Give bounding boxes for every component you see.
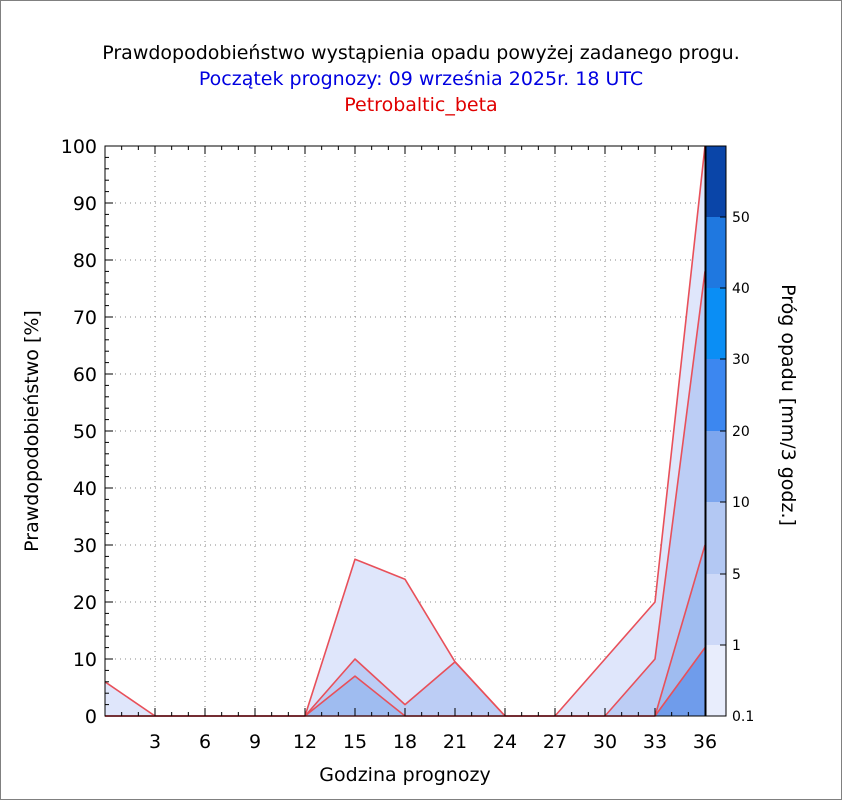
colorbar-segment: [706, 288, 726, 359]
colorbar: 0.1 1 5 10 20 30 40 50: [705, 145, 754, 725]
x-tick-label: 27: [543, 731, 567, 753]
x-tick-label: 12: [293, 731, 317, 753]
x-axis-title: Godzina prognozy: [319, 764, 490, 786]
y-tick-label: 80: [73, 250, 97, 272]
x-tick-label: 18: [393, 731, 417, 753]
colorbar-label: 5: [732, 567, 741, 583]
x-tick-label: 3: [149, 731, 161, 753]
forecast-start-subtitle: Początek prognozy: 09 września 2025r. 18…: [198, 68, 644, 90]
colorbar-label: 10: [732, 495, 750, 511]
colorbar-label: 50: [732, 210, 750, 226]
chart-title: Prawdopodobieństwo wystąpienia opadu pow…: [102, 42, 740, 64]
model-subtitle: Petrobaltic_beta: [344, 94, 498, 116]
y-tick-label: 30: [73, 535, 97, 557]
x-tick-label: 21: [443, 731, 467, 753]
colorbar-segment: [706, 645, 726, 716]
x-tick-label: 15: [343, 731, 367, 753]
colorbar-label: 30: [732, 352, 750, 368]
x-tick-label: 6: [199, 731, 211, 753]
y-tick-label: 50: [73, 421, 97, 443]
colorbar-label: 1: [732, 638, 741, 654]
colorbar-segment-top: [706, 146, 726, 217]
y-tick-label: 0: [85, 706, 97, 728]
colorbar-segment: [706, 574, 726, 645]
area-threshold-0.1: [105, 146, 705, 716]
x-tick-label: 30: [593, 731, 617, 753]
y-tick-label: 40: [73, 478, 97, 500]
x-tick-label: 24: [493, 731, 517, 753]
colorbar-segment: [706, 217, 726, 288]
y-tick-label: 90: [73, 193, 97, 215]
plot-area: 3 6 9 12 15 18 21 24 27 30 33 360102030405060708090…: [61, 136, 717, 753]
colorbar-segment: [706, 502, 726, 574]
colorbar-title: Próg opadu [mm/3 godz.]: [777, 284, 799, 526]
y-tick-label: 60: [73, 364, 97, 386]
x-tick-label: 9: [249, 731, 261, 753]
y-tick-label: 70: [73, 307, 97, 329]
colorbar-label: 40: [732, 281, 750, 297]
x-tick-label: 36: [693, 731, 717, 753]
colorbar-label: 20: [732, 424, 750, 440]
y-tick-label: 100: [61, 136, 97, 158]
y-tick-label: 20: [73, 592, 97, 614]
colorbar-label: 0.1: [732, 709, 754, 725]
y-tick-label: 10: [73, 649, 97, 671]
colorbar-segment: [706, 359, 726, 431]
y-axis-title: Prawdopodobieństwo [%]: [21, 310, 43, 552]
x-tick-label: 33: [643, 731, 667, 753]
colorbar-segment: [706, 431, 726, 502]
